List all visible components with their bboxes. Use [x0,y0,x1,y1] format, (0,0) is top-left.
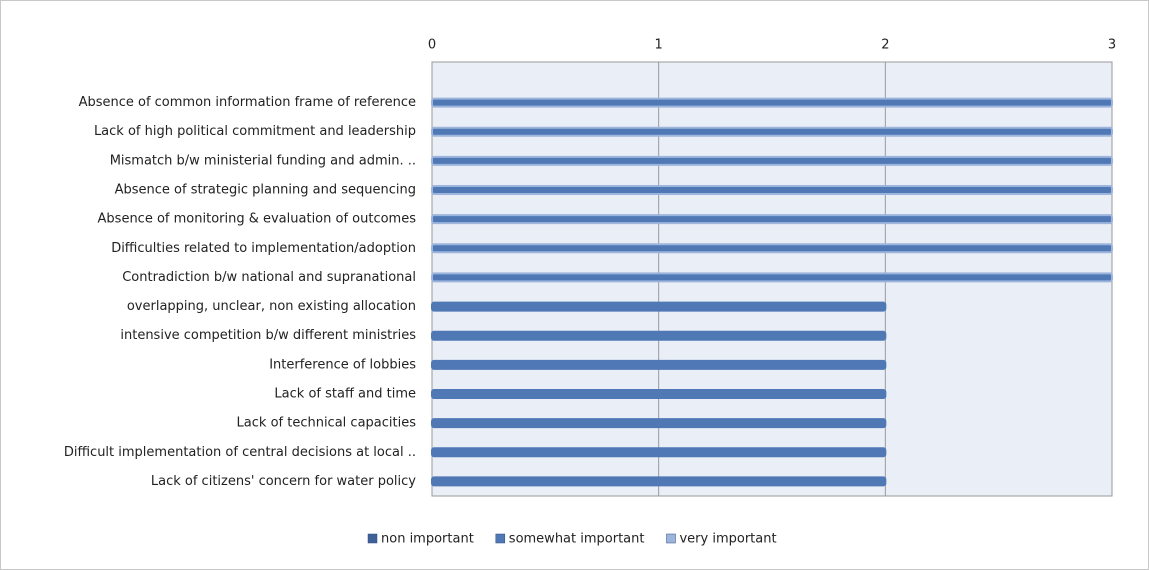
legend-swatch [666,533,676,544]
bar [431,155,1113,166]
bar [431,301,887,312]
y-tick-label: overlapping, unclear, non existing alloc… [127,299,416,314]
y-tick-label: Interference of lobbies [269,357,416,372]
x-tick-label: 1 [655,38,663,53]
y-tick-label: Lack of technical capacities [237,416,417,431]
y-tick-label: Lack of high political commitment and le… [94,124,416,139]
bar [431,359,887,370]
bar [431,476,887,487]
bar [431,330,887,341]
bar [431,418,887,429]
bar [431,185,1113,195]
legend-label: somewhat important [509,532,645,547]
y-tick-label: Absence of monitoring & evaluation of ou… [98,212,417,227]
y-tick-label: Mismatch b/w ministerial funding and adm… [110,153,416,168]
y-tick-label: intensive competition b/w different mini… [120,328,416,343]
bar [431,126,1113,137]
legend-label: very important [679,532,776,547]
bar [431,214,1113,225]
x-tick-label: 0 [428,38,436,53]
y-tick-label: Difficult implementation of central deci… [64,445,416,460]
y-tick-label: Difficulties related to implementation/a… [111,241,416,256]
legend-swatch [367,533,378,544]
bar [431,389,887,399]
bar [431,97,1113,108]
bar [431,272,1113,283]
bar [431,447,887,458]
legend-swatch [495,533,506,544]
x-tick-label: 3 [1108,38,1116,53]
y-tick-label: Lack of staff and time [274,387,416,402]
x-tick-label: 2 [881,38,889,53]
y-tick-label: Absence of common information frame of r… [79,95,416,110]
legend-label: non important [381,532,474,547]
y-tick-label: Lack of citizens' concern for water poli… [151,474,416,489]
y-tick-label: Absence of strategic planning and sequen… [115,183,416,198]
y-tick-label: Contradiction b/w national and supranati… [122,270,416,285]
bar [431,243,1113,254]
